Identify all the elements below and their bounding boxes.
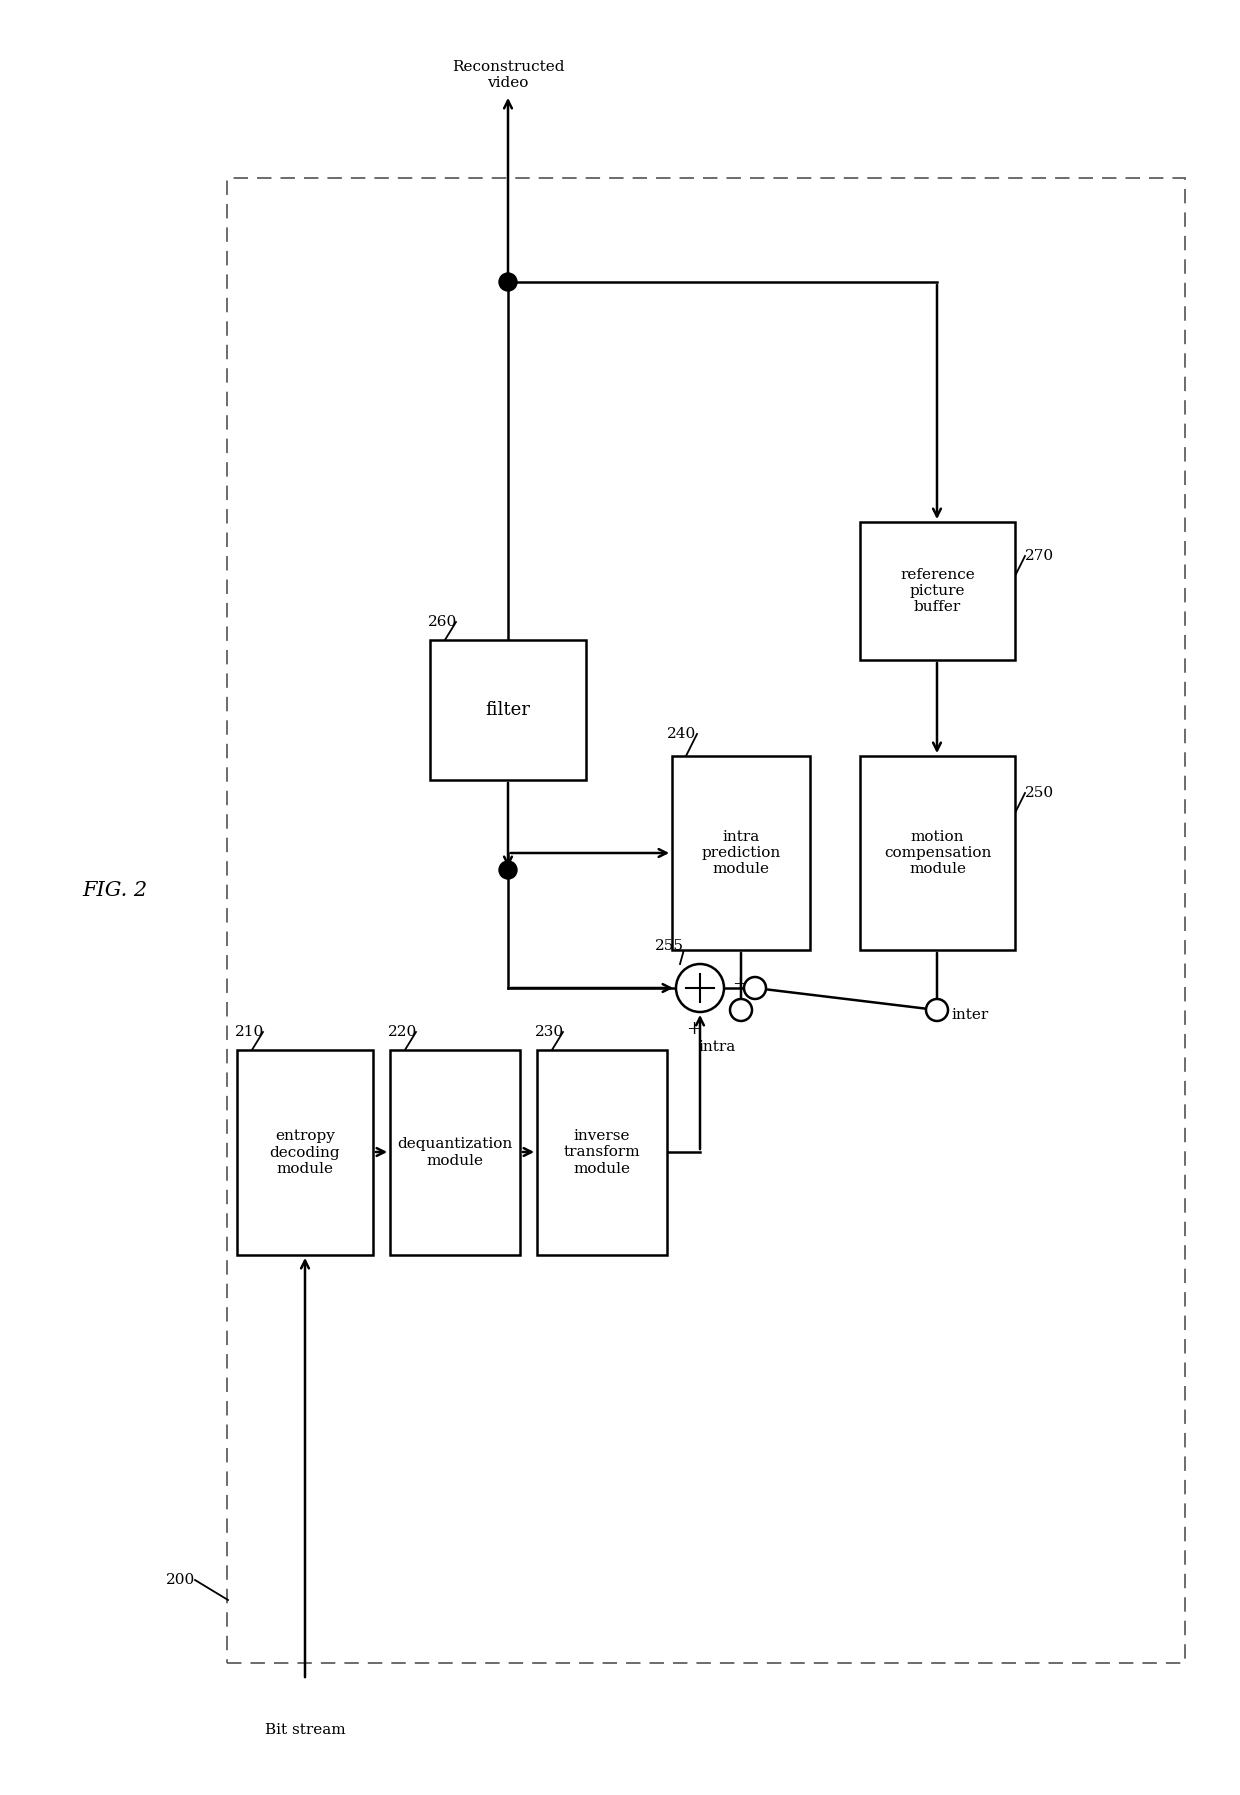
Text: Reconstructed
video: Reconstructed video: [451, 59, 564, 90]
Text: intra: intra: [699, 1039, 737, 1054]
Text: +: +: [687, 1020, 702, 1038]
Text: FIG. 2: FIG. 2: [82, 881, 148, 899]
Bar: [861, 756, 1016, 950]
Text: filter: filter: [486, 702, 531, 720]
Bar: [237, 1050, 373, 1255]
Circle shape: [676, 964, 724, 1012]
Text: intra
prediction
module: intra prediction module: [702, 829, 781, 876]
Circle shape: [498, 862, 517, 880]
Text: reference
picture
buffer: reference picture buffer: [900, 567, 975, 614]
Bar: [430, 641, 587, 781]
Text: inverse
transform
module: inverse transform module: [564, 1129, 640, 1176]
Bar: [861, 522, 1016, 661]
Text: 220: 220: [388, 1025, 417, 1039]
Text: 260: 260: [428, 616, 458, 628]
Text: motion
compensation
module: motion compensation module: [884, 829, 991, 876]
Text: +: +: [732, 975, 746, 993]
Text: 250: 250: [1025, 786, 1054, 801]
Bar: [537, 1050, 667, 1255]
Text: inter: inter: [951, 1009, 988, 1021]
Text: Bit stream: Bit stream: [264, 1723, 345, 1738]
Circle shape: [926, 1000, 949, 1021]
Circle shape: [744, 976, 766, 1000]
Text: entropy
decoding
module: entropy decoding module: [269, 1129, 340, 1176]
Text: 230: 230: [534, 1025, 564, 1039]
Circle shape: [730, 1000, 751, 1021]
Bar: [227, 178, 1185, 1662]
Text: 255: 255: [655, 939, 684, 953]
Text: 200: 200: [166, 1572, 195, 1587]
Bar: [672, 756, 810, 950]
Text: 270: 270: [1025, 549, 1054, 564]
Text: 240: 240: [667, 727, 696, 741]
Text: dequantization
module: dequantization module: [397, 1138, 512, 1167]
Text: 210: 210: [236, 1025, 264, 1039]
Circle shape: [498, 273, 517, 291]
Bar: [391, 1050, 520, 1255]
